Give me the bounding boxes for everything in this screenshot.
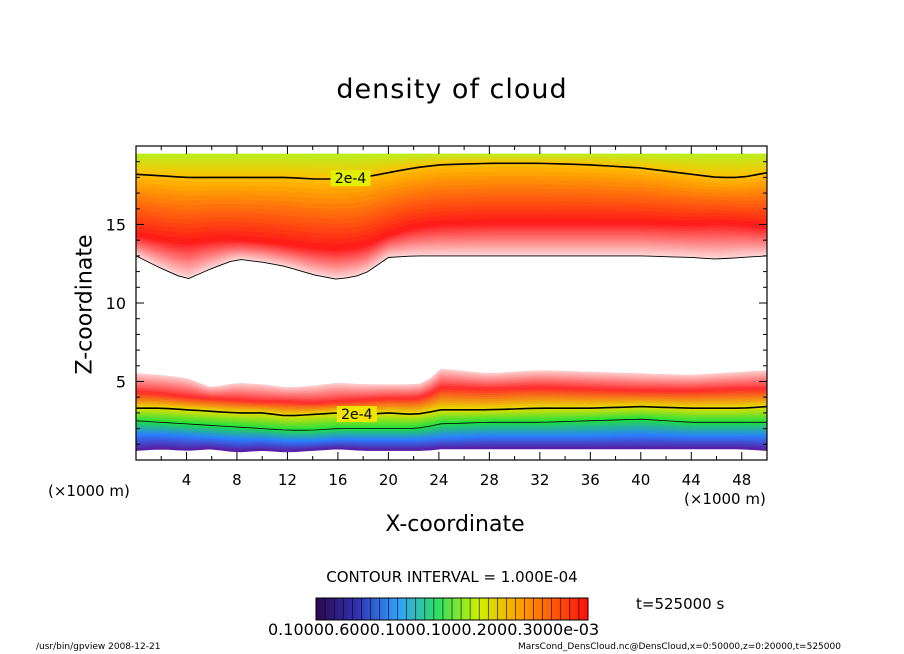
x-tick-label: 12 [278,471,297,489]
x-tick-label: 4 [182,471,192,489]
x-axis-label: X-coordinate [385,512,525,537]
x-tick-label: 20 [379,471,398,489]
contour-line-1e-4-lower [136,418,767,431]
chart-title: density of cloud [336,74,568,105]
y-tick-label: 10 [106,294,126,313]
x-unit-label-right: (×1000 m) [684,490,766,508]
x-tick-label: 16 [328,471,347,489]
time-label: t=525000 s [636,595,725,613]
x-tick-label: 36 [581,471,600,489]
x-tick-label: 28 [480,471,499,489]
colorbar-tick-labels: 0.10000.6000.1000.1000.2000.3000e-03 [268,620,600,639]
lower-band-purple-layer [136,446,767,453]
x-tick-label: 24 [429,471,448,489]
x-tick-label: 8 [232,471,242,489]
contour-line-2e-4-upper [136,162,767,180]
x-tick-label: 32 [530,471,549,489]
contour-line-1e-4-upper [136,255,767,280]
y-tick-label: 5 [116,373,126,392]
contour-label-bg [336,406,377,423]
contour-interval-label: CONTOUR INTERVAL = 1.000E-04 [326,568,578,586]
x-tick-label: 44 [682,471,701,489]
contour-label: 2e-4 [335,171,367,187]
x-tick-label: 40 [631,471,650,489]
contour-label-bg [330,170,371,187]
x-tick-label: 48 [732,471,751,489]
footer-data-source: MarsCond_DensCloud.nc@DensCloud,x=0:5000… [518,642,841,652]
contour-line-2e-4-lower [136,405,767,417]
footer-program-date: /usr/bin/gpview 2008-12-21 [36,642,161,652]
y-tick-label: 15 [106,216,126,235]
contour-label: 2e-4 [341,407,373,423]
x-unit-label-left: (×1000 m) [48,482,130,500]
